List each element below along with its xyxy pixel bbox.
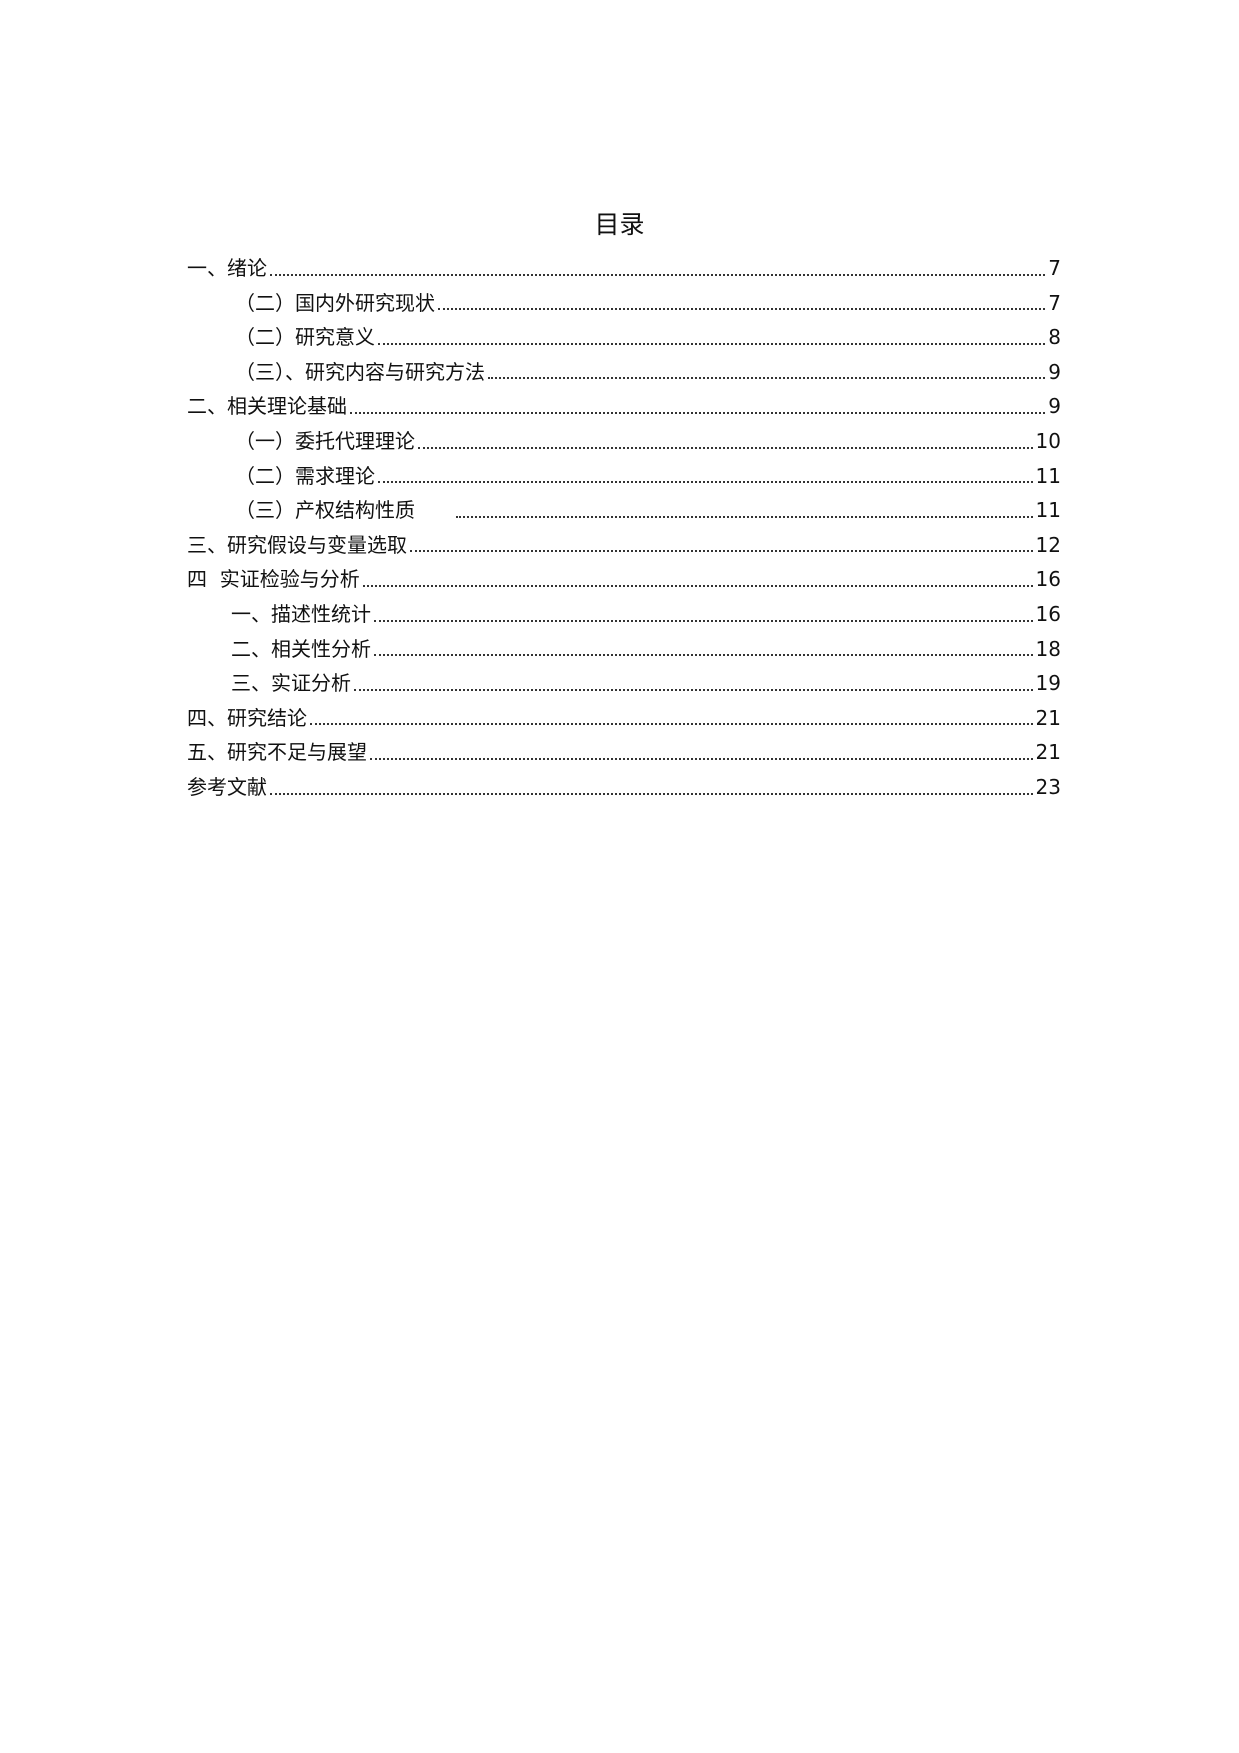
toc-entry-label: 一、绪论 [187,256,267,280]
dot-leader [370,757,1033,760]
toc-entry[interactable]: 五、研究不足与展望 21 [187,735,1061,770]
dot-leader [378,481,1033,484]
toc-entry-label: 三、研究假设与变量选取 [187,532,407,557]
toc-entry[interactable]: 三、实证分析 19 [187,666,1061,701]
toc-entry-page: 23 [1035,774,1061,799]
toc-entry[interactable]: （二）需求理论 11 [187,459,1061,494]
toc-entry-label: （三）、研究内容与研究方法 [235,359,485,384]
dot-leader [270,792,1033,795]
dot-leader [410,550,1033,553]
toc-entry-page: 9 [1048,394,1061,419]
dot-leader [350,411,1046,414]
dot-leader [418,446,1033,449]
toc-entry-label: 二、相关理论基础 [187,394,347,419]
toc-entry-label: （二）研究意义 [235,325,375,350]
toc-entry[interactable]: 一、描述性统计 16 [187,597,1061,632]
toc-entry[interactable]: 一、绪论 7 [187,251,1061,286]
toc-entry-label: （三）产权结构性质 [235,498,454,523]
toc-entry-page: 16 [1035,567,1061,592]
dot-leader [362,584,1033,587]
toc-entry-page: 11 [1035,463,1061,488]
dot-leader [270,273,1046,276]
toc-entry[interactable]: 四、研究结论 21 [187,701,1061,736]
toc-entry-label: 四 实证检验与分析 [187,567,360,592]
toc-entry-label: 一、描述性统计 [231,601,371,626]
toc-entry-page: 18 [1035,636,1061,661]
toc-entry[interactable]: 二、相关性分析 18 [187,632,1061,667]
dot-leader [378,342,1046,345]
toc-entry-label: 二、相关性分析 [231,636,371,661]
toc-entry[interactable]: 三、研究假设与变量选取 12 [187,528,1061,563]
toc-entry-page: 11 [1035,498,1061,523]
toc-entry[interactable]: 二、相关理论基础 9 [187,389,1061,424]
toc-entry-page: 7 [1048,290,1061,315]
toc-entry-label: （二）国内外研究现状 [235,290,435,315]
dot-leader [374,619,1033,622]
toc-entry-page: 21 [1035,740,1061,765]
toc-entry-page: 12 [1035,532,1061,557]
table-of-contents: 一、绪论 7 （二）国内外研究现状 7 （二）研究意义 8 （三）、研究内容与研究方法 9 二、… [187,251,1061,805]
toc-entry-label: 三、实证分析 [231,671,351,696]
toc-entry[interactable]: （三）产权结构性质 11 [187,493,1061,528]
toc-entry-page: 19 [1035,671,1061,696]
toc-entry-page: 7 [1048,256,1061,280]
dot-leader [456,515,1033,518]
toc-entry-page: 9 [1048,359,1061,384]
toc-entry-page: 8 [1048,325,1061,350]
toc-entry[interactable]: 参考文献 23 [187,770,1061,805]
toc-entry[interactable]: （二）研究意义 8 [187,320,1061,355]
dot-leader [374,654,1033,657]
toc-entry-page: 16 [1035,601,1061,626]
toc-entry-label: （一）委托代理理论 [235,428,415,453]
dot-leader [488,377,1046,380]
toc-entry-label: 四、研究结论 [187,705,307,730]
dot-leader [354,688,1033,691]
toc-entry[interactable]: （一）委托代理理论 10 [187,424,1061,459]
dot-leader [310,723,1033,726]
dot-leader [438,308,1046,311]
toc-title: 目录 [594,210,645,239]
toc-entry[interactable]: 四 实证检验与分析 16 [187,562,1061,597]
toc-entry-page: 10 [1035,428,1061,453]
toc-entry[interactable]: （二）国内外研究现状 7 [187,286,1061,321]
toc-entry-page: 21 [1035,705,1061,730]
toc-entry[interactable]: （三）、研究内容与研究方法 9 [187,355,1061,390]
toc-entry-label: 五、研究不足与展望 [187,740,367,765]
toc-entry-label: 参考文献 [187,774,267,799]
toc-entry-label: （二）需求理论 [235,463,375,488]
